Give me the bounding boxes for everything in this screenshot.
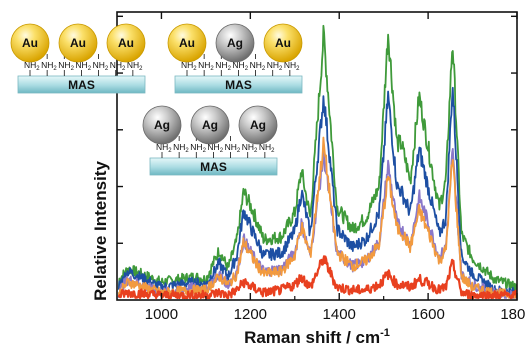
amine-label: NH2 [58,60,74,72]
nanoparticle-label: Ag [154,118,170,132]
nanoparticle-label: Ag [202,118,218,132]
nanoparticle-label: Au [275,36,291,50]
x-axis-label: Raman shift / cm-1 [244,327,390,347]
amine-label: NH2 [267,60,283,72]
amine-label: NH2 [190,142,206,154]
amine-label: NH2 [284,60,300,72]
amine-label: NH2 [259,142,275,154]
nanoparticle-ag [215,23,255,63]
amine-label: NH2 [41,60,57,72]
x-tick-label-1400: 1400 [323,306,356,323]
x-tick-label-1000: 1000 [145,306,178,323]
x-tick-label-1600: 1600 [411,306,444,323]
nanoparticle-ag [142,105,182,145]
amine-label: NH2 [93,60,109,72]
nanoparticle-ag [238,105,278,145]
amine-label: NH2 [181,60,197,72]
mas-label: MAS [68,78,95,92]
nanoparticle-label: Au [70,36,86,50]
amine-label: NH2 [110,60,126,72]
plot-frame [116,11,518,301]
amine-label: NH2 [24,60,40,72]
spectra-series [117,24,517,300]
amine-label: NH2 [198,60,214,72]
amine-label: NH2 [215,60,231,72]
nanoparticle-label: Au [22,36,38,50]
amine-label: NH2 [225,142,241,154]
amine-label: NH2 [156,142,172,154]
mas-label: MAS [225,78,252,92]
x-tick-label-1800: 1800 [500,306,525,323]
nanoparticle-label: Au [118,36,134,50]
nanoparticle-au [10,23,50,63]
nanoparticle-label: Ag [250,118,266,132]
series-line-red [117,255,517,300]
amine-label: NH2 [127,60,143,72]
nanoparticle-au [106,23,146,63]
nanoparticle-au [58,23,98,63]
series-line-green [117,24,517,292]
nanoparticle-label: Ag [227,36,243,50]
nanoparticle-au [263,23,303,63]
mas-label: MAS [200,160,227,174]
amine-label: NH2 [207,142,223,154]
amine-label: NH2 [232,60,248,72]
x-tick-label-1200: 1200 [234,306,267,323]
amine-label: NH2 [75,60,91,72]
nanoparticle-au [167,23,207,63]
amine-label: NH2 [173,142,189,154]
plot-axes: 1000 1200 1400 1600 1800 Raman shift / cm-1 Re… [91,11,525,347]
y-axis-label: Relative Intensity [91,161,110,301]
series-line-blue [117,86,517,298]
amine-label: NH2 [242,142,258,154]
nanoparticle-label: Au [179,36,195,50]
nanoparticle-ag [190,105,230,145]
amine-label: NH2 [250,60,266,72]
series-line-orange [117,136,517,299]
